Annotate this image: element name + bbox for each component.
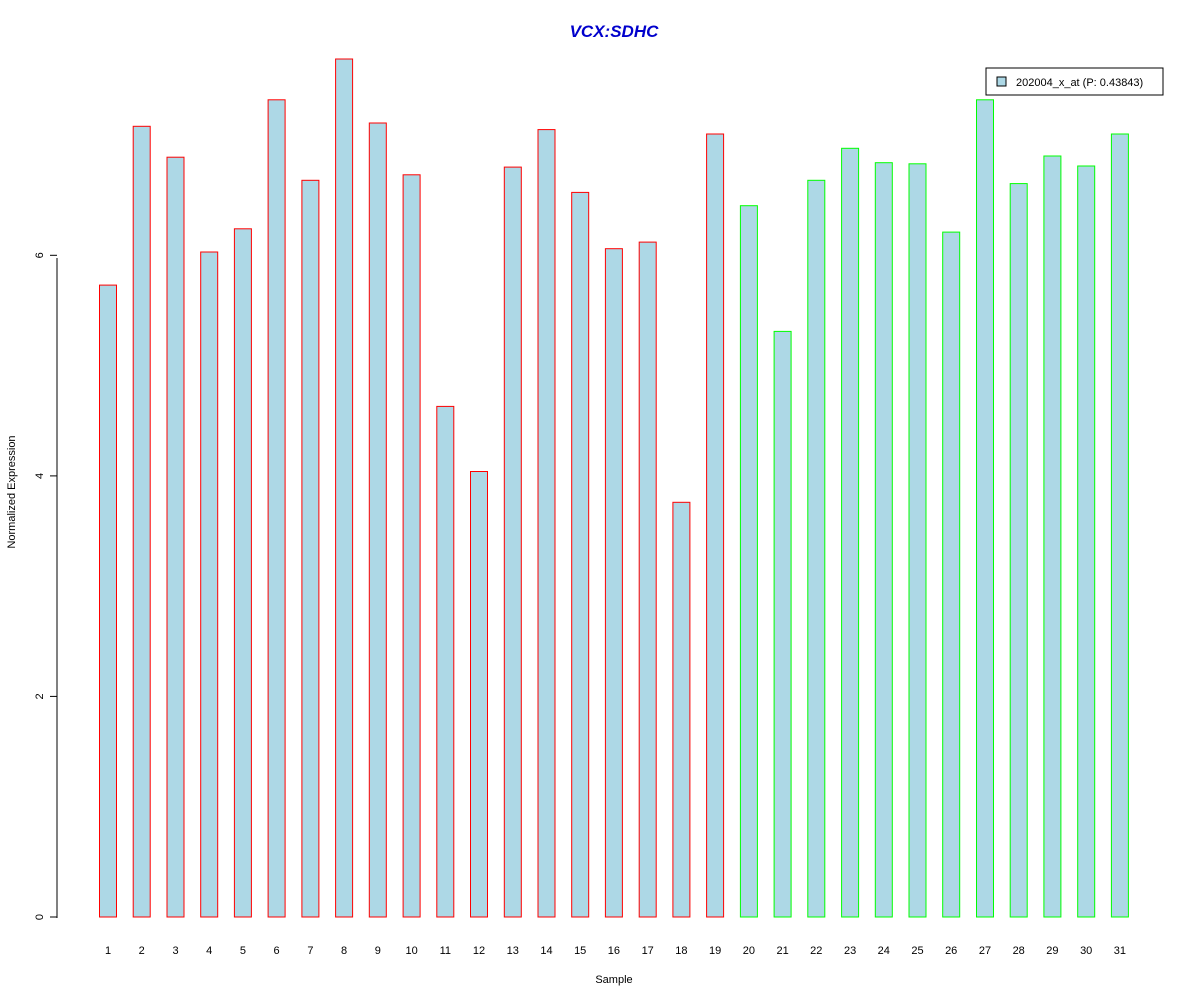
bar-sample-13: [503, 166, 522, 918]
x-tick-label: 16: [608, 945, 620, 957]
bar-sample-18: [672, 501, 691, 918]
bar-sample-14: [537, 129, 556, 918]
legend-box: [985, 67, 1164, 96]
x-tick-label: 12: [473, 945, 485, 957]
x-tick-label: 10: [405, 945, 417, 957]
bar-sample-10: [402, 174, 421, 918]
bar-sample-1: [99, 284, 117, 918]
x-tick-label: 30: [1080, 945, 1092, 957]
legend: 202004_x_at (P: 0.43843): [985, 67, 1164, 96]
bar-sample-16: [604, 248, 623, 918]
bar-sample-26: [942, 231, 961, 918]
bar-sample-28: [1009, 183, 1028, 918]
bar-sample-3: [166, 156, 185, 918]
bar-sample-8: [335, 58, 354, 918]
x-tick-label: 25: [911, 945, 923, 957]
legend-swatch: [996, 76, 1007, 87]
x-tick-label: 29: [1046, 945, 1058, 957]
x-tick-label: 15: [574, 945, 586, 957]
x-axis-tick-labels: 1 2 3 4 5 6 7 8 9 10 11 12 13 14 15 16 17 18 19 20 21 22 23 24 2…: [105, 945, 1126, 957]
x-axis-label: Sample: [595, 974, 632, 986]
bar-sample-20: [739, 205, 758, 918]
bar-sample-6: [267, 99, 286, 918]
x-tick-label: 20: [743, 945, 755, 957]
x-tick-label: 13: [507, 945, 519, 957]
x-tick-label: 27: [979, 945, 991, 957]
y-tick-label: 4: [34, 473, 46, 479]
x-tick-label: 23: [844, 945, 856, 957]
bar-sample-31: [1110, 133, 1129, 918]
x-tick-label: 1: [105, 945, 111, 957]
x-tick-label: 4: [206, 945, 212, 957]
bar-sample-2: [132, 125, 151, 918]
bar-sample-21: [773, 330, 792, 918]
bar-sample-29: [1043, 155, 1062, 918]
bar-sample-15: [571, 191, 590, 918]
x-tick-label: 17: [642, 945, 654, 957]
x-tick-label: 26: [945, 945, 957, 957]
x-tick-label: 31: [1114, 945, 1126, 957]
legend-label: 202004_x_at (P: 0.43843): [1016, 77, 1143, 89]
x-tick-label: 14: [540, 945, 552, 957]
x-tick-label: 21: [776, 945, 788, 957]
x-tick-label: 19: [709, 945, 721, 957]
bar-sample-12: [470, 471, 488, 918]
y-axis-label: Normalized Expression: [6, 435, 18, 548]
y-tick-label: 0: [34, 914, 46, 920]
bar-sample-7: [301, 179, 320, 918]
x-tick-label: 7: [307, 945, 313, 957]
bar-sample-25: [908, 163, 927, 918]
bar-sample-9: [368, 122, 387, 918]
y-tick-label: 2: [34, 693, 46, 699]
x-tick-label: 28: [1013, 945, 1025, 957]
x-tick-label: 2: [139, 945, 145, 957]
bar-sample-22: [807, 179, 826, 918]
x-tick-label: 24: [878, 945, 890, 957]
bar-sample-17: [638, 241, 657, 918]
bar-sample-23: [841, 147, 860, 918]
chart-title: VCX:SDHC: [570, 22, 660, 41]
bars-group: [99, 58, 1129, 918]
x-tick-label: 6: [274, 945, 280, 957]
y-axis-ticks: 0 2 4 6: [34, 252, 57, 920]
bar-sample-11: [436, 405, 455, 918]
x-tick-label: 5: [240, 945, 246, 957]
x-tick-label: 9: [375, 945, 381, 957]
y-tick-label: 6: [34, 252, 46, 258]
x-tick-label: 11: [440, 945, 451, 957]
x-tick-label: 3: [172, 945, 178, 957]
bar-sample-24: [874, 162, 893, 918]
x-tick-label: 18: [675, 945, 687, 957]
bar-sample-19: [706, 133, 725, 918]
bar-sample-4: [200, 251, 219, 918]
x-tick-label: 22: [810, 945, 822, 957]
bar-sample-27: [976, 99, 994, 918]
bar-sample-5: [233, 228, 252, 918]
bar-sample-30: [1077, 165, 1096, 918]
x-tick-label: 8: [341, 945, 347, 957]
